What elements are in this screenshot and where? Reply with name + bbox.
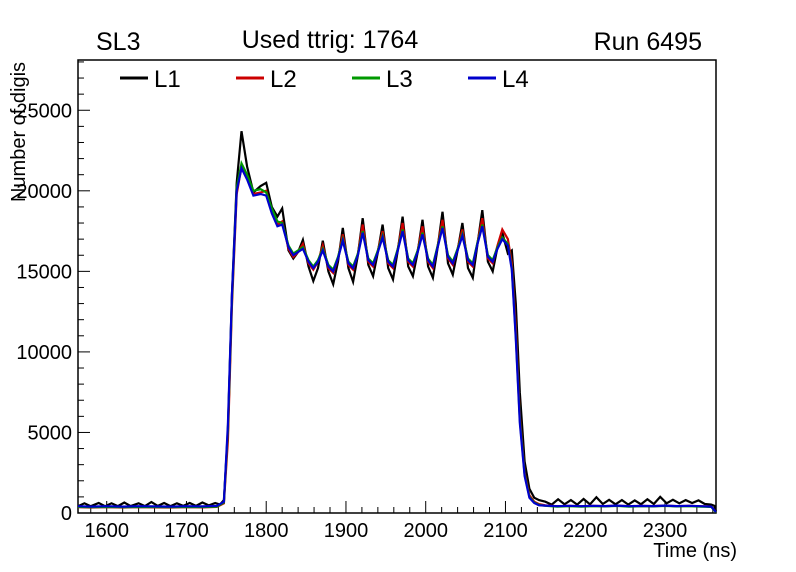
y-tick-label: 0 bbox=[61, 503, 72, 525]
x-tick-label: 2300 bbox=[643, 520, 688, 542]
legend-label-L3: L3 bbox=[386, 66, 413, 93]
y-tick-label: 20000 bbox=[16, 181, 72, 203]
run-title: Run 6495 bbox=[594, 28, 702, 56]
series-line-L1 bbox=[77, 131, 718, 512]
chart-layer: 1600 1700 1800 1900 2000 2100 2200 2300 0 5000 100… bbox=[16, 59, 718, 542]
legend-label-L2: L2 bbox=[270, 66, 297, 93]
x-tick-label: 2000 bbox=[403, 520, 448, 542]
y-axis-title: Number of digis bbox=[8, 62, 30, 202]
series-line-L2 bbox=[77, 163, 717, 513]
x-tick-label: 1800 bbox=[244, 520, 289, 542]
x-tick-label: 1600 bbox=[84, 520, 129, 542]
legend-label-L4: L4 bbox=[502, 66, 529, 93]
x-tick-label: 2100 bbox=[483, 520, 528, 542]
y-tick-label: 10000 bbox=[16, 342, 72, 364]
x-axis-title: Time (ns) bbox=[653, 540, 737, 562]
y-tick-label: 5000 bbox=[28, 422, 73, 444]
series-line-L4 bbox=[77, 164, 717, 513]
x-tick-label: 2200 bbox=[563, 520, 608, 542]
x-tick-label: 1900 bbox=[324, 520, 369, 542]
plot-frame bbox=[77, 59, 717, 514]
legend-label-L1: L1 bbox=[154, 66, 181, 93]
x-tick-label: 1700 bbox=[164, 520, 209, 542]
y-tick-label: 25000 bbox=[16, 100, 72, 122]
series-line-L3 bbox=[77, 160, 717, 513]
y-tick-label: 15000 bbox=[16, 261, 72, 283]
superlayer-title: SL3 bbox=[96, 28, 140, 56]
ttrig-title: Used ttrig: 1764 bbox=[242, 26, 419, 54]
